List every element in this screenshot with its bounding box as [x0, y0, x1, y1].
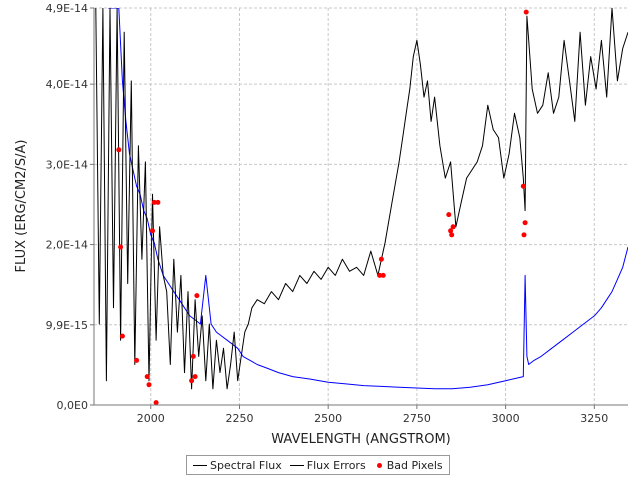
- x-tick-label: 3000: [492, 412, 520, 425]
- bad-pixel-point: [194, 293, 200, 299]
- y-ticks: 0,0E0 9,9E-15 2,0E-14 3,0E-14 4,0E-14 4,9E-14: [46, 2, 94, 412]
- x-tick-label: 2000: [137, 412, 165, 425]
- legend-item-flux-errors: Flux Errors: [289, 458, 366, 472]
- x-tick-label: 2750: [403, 412, 431, 425]
- x-tick-label: 2500: [314, 412, 342, 425]
- bad-pixel-point: [119, 333, 125, 339]
- bad-pixel-point: [378, 256, 384, 262]
- bad-pixel-point: [523, 9, 529, 15]
- series-lines: [95, 8, 628, 390]
- legend-item-bad-pixels: Bad Pixels: [374, 459, 443, 472]
- plot-area: [94, 8, 628, 405]
- bad-pixel-point: [377, 272, 383, 278]
- y-tick-label: 4,0E-14: [46, 78, 88, 91]
- bad-pixel-point: [150, 228, 155, 234]
- x-tick-label: 3250: [580, 412, 608, 425]
- y-tick-label: 9,9E-15: [46, 319, 88, 332]
- y-tick-label: 2,0E-14: [46, 239, 88, 252]
- bad-pixel-point: [134, 357, 140, 363]
- x-axis-title: WAVELENGTH (ANGSTROM): [271, 432, 450, 447]
- bad-pixel-point: [449, 232, 455, 238]
- bad-pixel-point: [521, 232, 527, 238]
- bad-pixel-point: [190, 353, 196, 359]
- series-line-spectral-flux: [95, 8, 628, 390]
- bad-pixel-point: [146, 382, 152, 388]
- x-ticks: 2000 2250 2500 2750 3000 3250: [137, 405, 608, 425]
- y-tick-label: 4,9E-14: [46, 2, 88, 15]
- bad-pixel-point: [155, 199, 161, 205]
- bad-pixel-point: [118, 244, 124, 250]
- bad-pixel-point: [144, 374, 150, 380]
- legend-swatch-flux-errors: [289, 464, 304, 466]
- bad-pixel-point: [520, 183, 526, 189]
- bad-pixel-point: [446, 212, 452, 218]
- legend-swatch-bad-pixels: [376, 462, 382, 468]
- bad-pixel-point: [380, 272, 386, 278]
- y-tick-label: 3,0E-14: [46, 158, 88, 171]
- legend: Spectral Flux Flux Errors Bad Pixels: [186, 455, 450, 475]
- bad-pixel-point: [151, 199, 157, 205]
- bad-pixel-point: [192, 374, 198, 380]
- bad-pixel-point: [448, 228, 454, 234]
- x-tick-label: 2250: [225, 412, 253, 425]
- legend-item-spectral-flux: Spectral Flux: [193, 459, 282, 472]
- bad-pixel-point: [153, 400, 159, 405]
- legend-swatch-spectral-flux: [193, 464, 207, 466]
- legend-label-spectral-flux: Spectral Flux: [210, 458, 282, 472]
- series-group: [95, 8, 628, 405]
- bad-pixel-point: [189, 378, 195, 384]
- legend-label-bad-pixels: Bad Pixels: [386, 458, 443, 472]
- legend-label-flux-errors: Flux Errors: [306, 458, 366, 472]
- y-axis-title: FLUX (ERG/CM2/S/A): [14, 140, 29, 273]
- bad-pixel-points: [116, 9, 529, 405]
- bad-pixel-point: [450, 224, 456, 230]
- bad-pixel-point: [116, 147, 122, 153]
- bad-pixel-point: [522, 220, 528, 226]
- y-tick-label: 0,0E0: [57, 399, 88, 412]
